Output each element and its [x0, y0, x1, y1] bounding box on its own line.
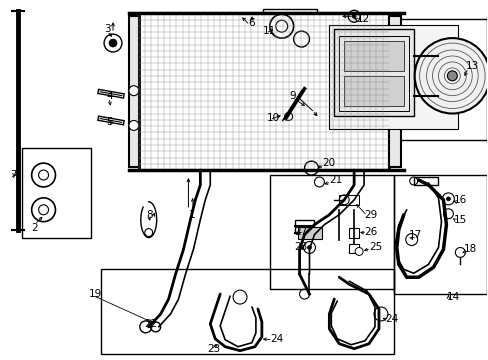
Bar: [348, 228, 358, 238]
Circle shape: [304, 161, 318, 175]
Text: 9: 9: [289, 91, 296, 101]
Text: 1: 1: [188, 210, 195, 220]
Text: 14: 14: [446, 292, 459, 302]
Text: 11: 11: [263, 26, 276, 36]
Text: 8: 8: [145, 210, 152, 220]
Text: 22: 22: [143, 319, 157, 329]
Circle shape: [284, 113, 292, 121]
Text: 27: 27: [294, 226, 307, 237]
Circle shape: [129, 121, 139, 130]
Circle shape: [109, 39, 117, 47]
Circle shape: [129, 86, 139, 96]
Bar: [388, 16, 400, 167]
Bar: [101, 269, 393, 354]
Circle shape: [454, 247, 464, 257]
Text: 19: 19: [89, 289, 102, 299]
Text: 23: 23: [207, 344, 220, 354]
Bar: [328, 25, 457, 129]
Bar: [344, 76, 403, 105]
Text: 21: 21: [328, 175, 342, 185]
Text: 13: 13: [466, 61, 479, 71]
Bar: [344, 41, 403, 71]
Circle shape: [314, 177, 324, 187]
Text: 18: 18: [463, 244, 477, 255]
Text: 26: 26: [364, 226, 377, 237]
Circle shape: [339, 195, 348, 205]
Bar: [339, 36, 408, 111]
Bar: [413, 177, 438, 185]
Bar: [348, 243, 358, 253]
Circle shape: [447, 71, 456, 81]
Polygon shape: [334, 29, 413, 116]
Text: 25: 25: [368, 243, 382, 252]
Text: 6: 6: [247, 18, 254, 28]
Text: 29: 29: [364, 210, 377, 220]
Text: 15: 15: [452, 215, 466, 225]
Text: 12: 12: [356, 14, 369, 24]
Circle shape: [307, 246, 311, 249]
Text: 28: 28: [294, 243, 307, 252]
Bar: [263, 9, 317, 56]
Text: 5: 5: [106, 117, 112, 127]
Circle shape: [443, 209, 452, 219]
Circle shape: [144, 229, 152, 237]
Circle shape: [351, 14, 355, 18]
Circle shape: [446, 197, 449, 201]
Text: 17: 17: [408, 230, 421, 239]
Text: 4: 4: [106, 91, 112, 101]
Bar: [317, 19, 486, 140]
Bar: [297, 227, 322, 239]
Circle shape: [354, 247, 362, 255]
Bar: [339, 195, 358, 205]
Polygon shape: [139, 13, 388, 170]
Bar: [393, 175, 486, 294]
Text: 24: 24: [384, 314, 397, 324]
Text: 16: 16: [452, 195, 466, 205]
Bar: [269, 175, 393, 289]
Bar: [294, 220, 314, 231]
Circle shape: [414, 38, 488, 113]
Text: 7: 7: [10, 170, 17, 180]
Bar: [139, 13, 388, 170]
Bar: [129, 16, 139, 167]
Bar: [21, 148, 91, 238]
Text: 2: 2: [32, 222, 38, 233]
Text: 3: 3: [104, 24, 110, 34]
Text: 24: 24: [269, 334, 283, 344]
Text: 10: 10: [266, 113, 279, 123]
Text: 20: 20: [322, 158, 335, 168]
